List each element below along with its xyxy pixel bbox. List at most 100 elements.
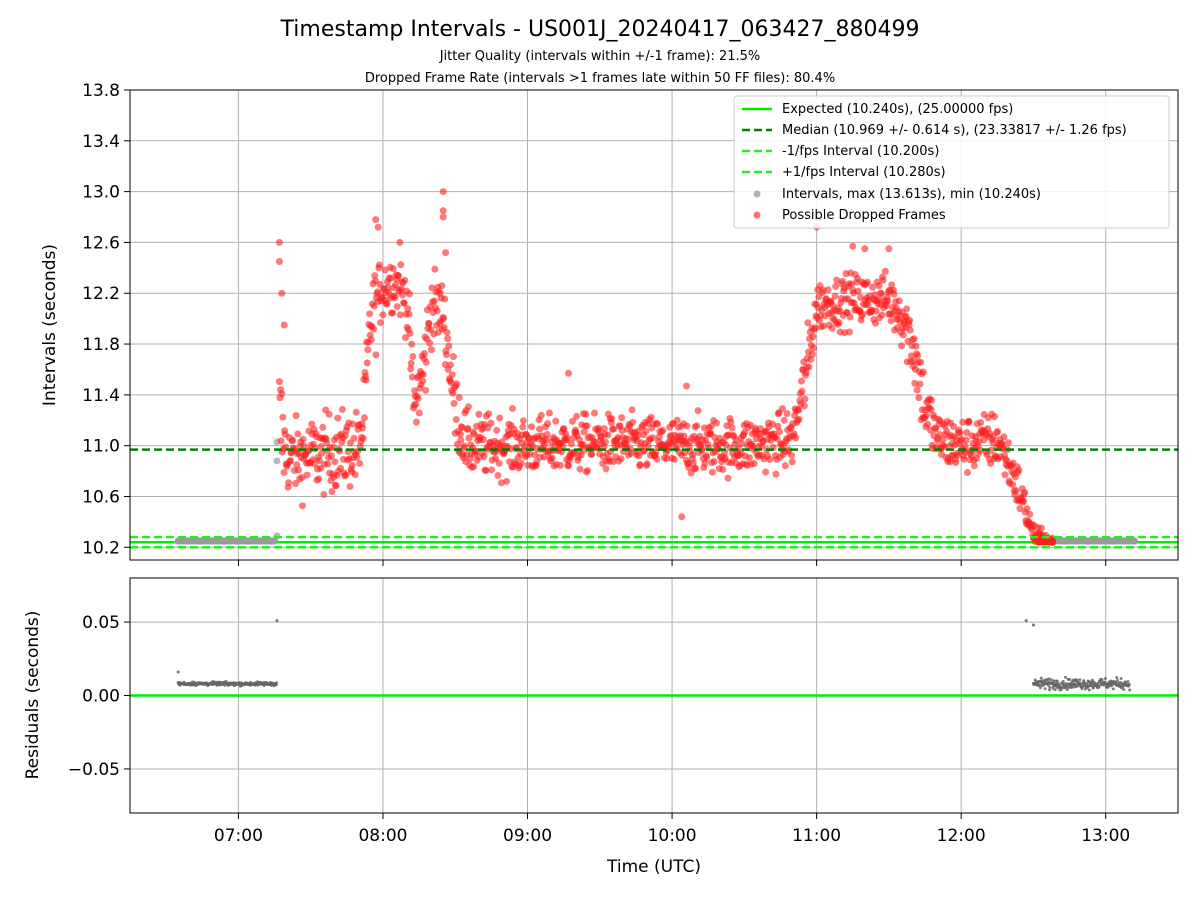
dropped-frame-point (1037, 524, 1045, 532)
dropped-frame-point (819, 286, 827, 294)
dropped-frame-point (783, 410, 791, 418)
dropped-frame-point (464, 425, 472, 433)
dropped-frame-point (421, 349, 429, 357)
dropped-frame-point (869, 283, 877, 291)
dropped-frame-point (924, 420, 932, 428)
dropped-frame-point (294, 430, 302, 438)
dropped-frame-point (833, 276, 841, 284)
dropped-frame-point (1004, 439, 1012, 447)
dropped-frame-point (370, 325, 378, 333)
dropped-frame-point (397, 261, 405, 269)
dropped-frame-point (552, 417, 560, 425)
dropped-frame-point (460, 442, 468, 450)
dropped-frame-point (419, 377, 427, 385)
dropped-frame-point (356, 459, 364, 467)
residual-point (1031, 623, 1035, 627)
dropped-frame-point (564, 369, 572, 377)
residuals-ticks: 0.05 0.00 −0.05 07:00 08:00 09:00 10:00 11:00 12… (68, 613, 1130, 846)
dropped-frame-point (778, 405, 786, 413)
dropped-frame-point (280, 321, 288, 329)
dropped-frame-point (583, 422, 591, 430)
dropped-frame-point (629, 418, 637, 426)
dropped-frame-point (963, 468, 971, 476)
dropped-frame-point (659, 426, 667, 434)
dropped-frame-point (976, 446, 984, 454)
dropped-frame-point (374, 288, 382, 296)
x-tick-label: 10:00 (648, 826, 697, 846)
dropped-frame-point (389, 265, 397, 273)
residual-point (1122, 687, 1126, 691)
dropped-frame-point (863, 278, 871, 286)
dropped-frame-point (879, 276, 887, 284)
residual-point (1085, 682, 1089, 686)
dropped-frame-point (325, 410, 333, 418)
x-axis-label: Time (UTC) (606, 857, 701, 877)
dropped-frame-point (367, 336, 375, 344)
dropped-frame-point (317, 443, 325, 451)
legend-dropped-label: Possible Dropped Frames (782, 208, 946, 223)
dropped-frame-point (710, 458, 718, 466)
dropped-frame-point (294, 466, 302, 474)
dropped-frame-point (496, 414, 504, 422)
legend-expected-label: Expected (10.240s), (25.00000 fps) (782, 102, 1013, 117)
intervals-y-axis-label: Intervals (seconds) (40, 244, 60, 406)
dropped-frame-point (919, 368, 927, 376)
dropped-frame-point (401, 334, 409, 342)
dropped-frame-point (1001, 471, 1009, 479)
dropped-frame-point (350, 434, 358, 442)
dropped-frame-point (738, 440, 746, 448)
dropped-frame-point (393, 303, 401, 311)
intervals-y-tick-label: 11.0 (82, 437, 120, 457)
interval-point (259, 537, 267, 545)
dropped-frame-point (950, 423, 958, 431)
dropped-frame-point (689, 451, 697, 459)
intervals-y-tick-label: 13.4 (82, 132, 120, 152)
dropped-frame-point (425, 320, 433, 328)
residual-point (1103, 677, 1107, 681)
dropped-frame-point (649, 434, 657, 442)
dropped-frame-point (878, 311, 886, 319)
legend-dropped-swatch (753, 211, 761, 219)
dropped-frame-point (567, 440, 575, 448)
residual-point (1043, 687, 1047, 691)
dropped-frame-point (795, 406, 803, 414)
dropped-frame-point (913, 386, 921, 394)
dropped-frame-point (887, 317, 895, 325)
dropped-frame-point (494, 472, 502, 480)
dropped-frame-point (698, 445, 706, 453)
dropped-frame-point (719, 466, 727, 474)
dropped-frame-point (1020, 497, 1028, 505)
dropped-frame-point (653, 455, 661, 463)
x-tick-label: 09:00 (503, 826, 552, 846)
dropped-frame-point (419, 370, 427, 378)
dropped-frame-point (537, 411, 545, 419)
dropped-frame-point (890, 290, 898, 298)
residuals-y-tick-label: 0.00 (82, 687, 120, 707)
dropped-frame-point (872, 319, 880, 327)
chart-subtitle-dropped: Dropped Frame Rate (intervals >1 frames … (365, 71, 835, 86)
interval-point (1130, 537, 1138, 545)
dropped-frame-point (359, 434, 367, 442)
dropped-frame-point (708, 468, 716, 476)
dropped-frame-point (320, 491, 328, 499)
dropped-frame-point (724, 474, 732, 482)
dropped-frame-point (366, 310, 374, 318)
dropped-frame-point (371, 272, 379, 280)
residual-point (1078, 678, 1082, 682)
dropped-frame-point (875, 282, 883, 290)
dropped-frame-point (448, 371, 456, 379)
dropped-frame-point (644, 442, 652, 450)
dropped-frame-point (885, 245, 893, 253)
dropped-frame-point (601, 438, 609, 446)
dropped-frame-point (363, 359, 371, 367)
residual-point (1024, 619, 1028, 623)
interval-point (174, 537, 182, 545)
dropped-frame-point (884, 297, 892, 305)
dropped-frame-point (1049, 538, 1057, 546)
residual-point (1049, 678, 1053, 682)
dropped-frame-point (987, 459, 995, 467)
residual-point (1111, 687, 1115, 691)
dropped-frame-point (881, 267, 889, 275)
dropped-frame-point (315, 475, 323, 483)
dropped-frame-point (278, 390, 286, 398)
